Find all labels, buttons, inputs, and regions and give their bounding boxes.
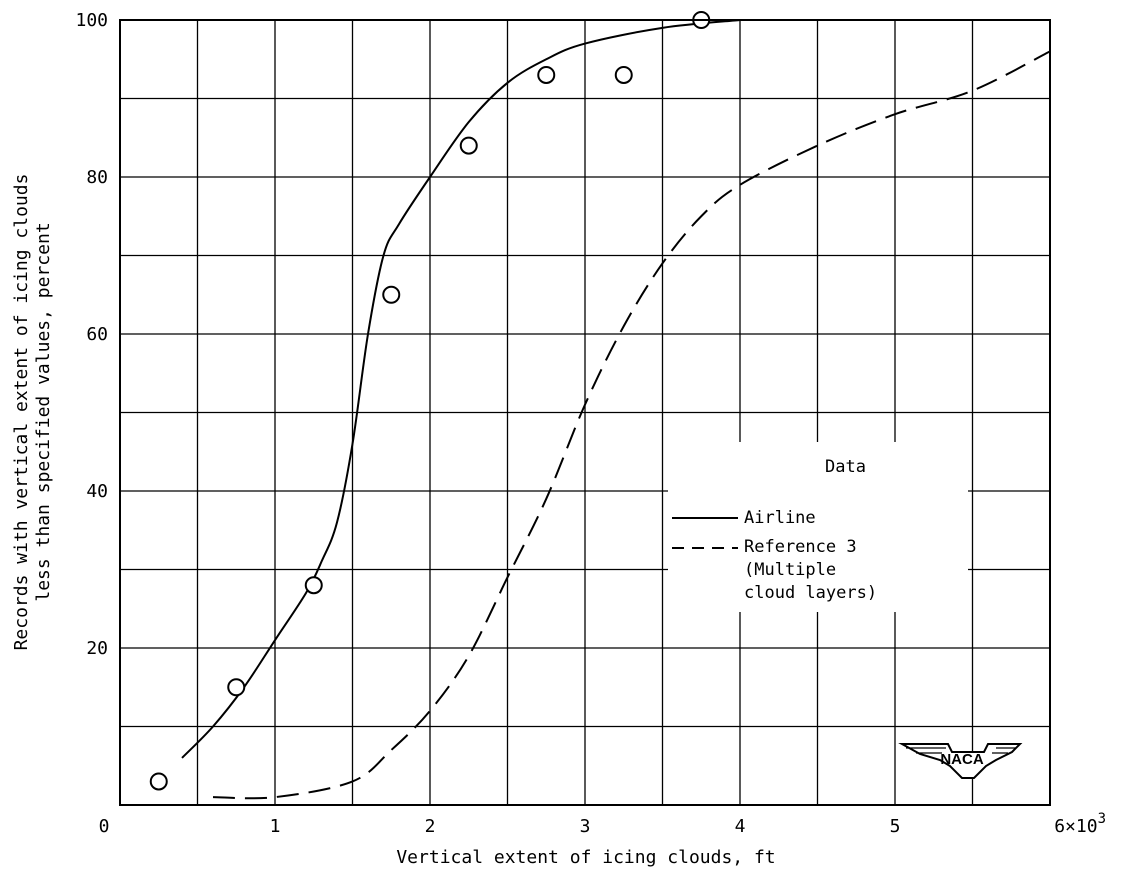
legend-title: Data xyxy=(825,457,866,477)
naca-logo-text: NACA xyxy=(940,751,983,768)
legend-label-reference-3: Reference 3 xyxy=(744,537,857,557)
data-point-marker xyxy=(614,65,633,84)
naca-wing-lines xyxy=(906,747,1016,754)
x-tick-label: 0 xyxy=(99,816,110,837)
data-point-marker xyxy=(149,772,168,791)
x-tick-label: 6×103 xyxy=(1054,811,1106,837)
x-tick-label: 2 xyxy=(425,816,436,837)
series-line-reference-3 xyxy=(212,50,1051,800)
legend: Data Airline Reference 3 (Multiple cloud… xyxy=(668,442,968,612)
y-tick-label: 60 xyxy=(86,324,108,345)
plot-frame xyxy=(119,19,1051,806)
data-point-marker xyxy=(227,678,246,697)
y-tick-label: 20 xyxy=(86,638,108,659)
y-tick-label: 40 xyxy=(86,481,108,502)
y-axis-title-line2: less than specified values, percent xyxy=(33,222,54,601)
x-tick-label: 5 xyxy=(890,816,901,837)
x-tick-label: 4 xyxy=(735,816,746,837)
x-axis-title: Vertical extent of icing clouds, ft xyxy=(396,847,775,868)
data-point-marker xyxy=(537,65,556,84)
legend-label-reference-3-line2: (Multiple xyxy=(744,560,836,580)
y-tick-label: 100 xyxy=(75,10,108,31)
markers-group xyxy=(149,11,711,791)
data-point-marker xyxy=(382,285,401,304)
legend-label-airline: Airline xyxy=(744,508,816,528)
naca-logo: NACA xyxy=(898,743,1023,779)
x-tick-label: 3 xyxy=(580,816,591,837)
data-point-marker xyxy=(459,136,478,155)
legend-box xyxy=(668,442,968,612)
axes: 0 1 2 3 4 5 6×103 20 40 60 80 100 xyxy=(75,10,1106,837)
grid xyxy=(120,20,1050,805)
y-axis-title-line1: Records with vertical extent of icing cl… xyxy=(11,174,32,651)
series-group xyxy=(181,19,1051,800)
x-tick-exponent: 3 xyxy=(1098,811,1106,827)
legend-label-reference-3-line3: cloud layers) xyxy=(744,583,877,603)
data-point-marker xyxy=(304,576,323,595)
series-line-airline xyxy=(181,19,741,759)
x-tick-label: 1 xyxy=(270,816,281,837)
y-tick-label: 80 xyxy=(86,167,108,188)
